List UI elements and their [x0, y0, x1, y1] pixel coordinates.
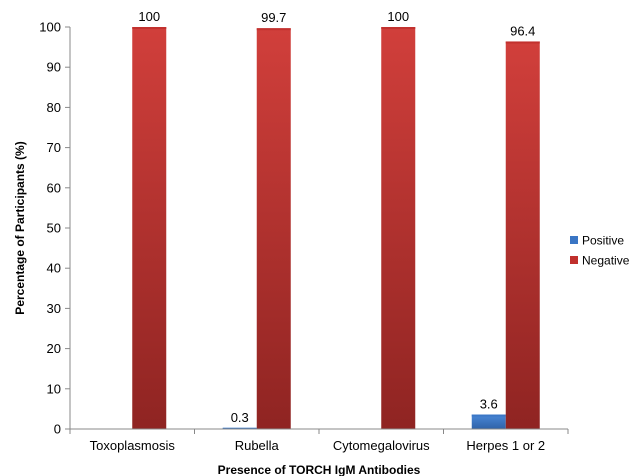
- y-tick-label: 50: [47, 221, 61, 236]
- y-tick-label: 70: [47, 140, 61, 155]
- y-tick-label: 0: [54, 422, 61, 437]
- bar-negative-0: [132, 27, 167, 429]
- x-axis-title: Presence of TORCH IgM Antibodies: [218, 463, 421, 476]
- bar-top-edge: [132, 27, 167, 29]
- legend-swatch-negative: [570, 256, 578, 264]
- y-tick-label: 100: [39, 20, 61, 35]
- bar-negative-1: [256, 28, 291, 430]
- x-tick-label: Herpes 1 or 2: [466, 438, 545, 453]
- bar-positive-3: [471, 414, 506, 429]
- bar-top-edge: [222, 427, 257, 429]
- data-label: 100: [387, 9, 409, 24]
- legend-label-negative: Negative: [582, 254, 630, 268]
- bar-top-edge: [505, 41, 540, 44]
- data-label: 0.3: [231, 410, 249, 425]
- y-axis-title: Percentage of Participants (%): [13, 141, 27, 314]
- y-tick-label: 10: [47, 381, 61, 396]
- bar-top-edge: [381, 27, 416, 29]
- data-label: 96.4: [510, 23, 535, 38]
- legend-swatch-positive: [570, 236, 578, 244]
- x-tick-label: Toxoplasmosis: [90, 438, 176, 453]
- data-label: 99.7: [261, 10, 286, 25]
- bar-negative-3: [505, 41, 540, 430]
- data-labels-group: 100 0.3 99.7 100 3.6 96.4: [138, 9, 535, 425]
- data-label: 3.6: [480, 397, 498, 412]
- legend-label-positive: Positive: [582, 234, 624, 248]
- bar-top-edge: [471, 414, 506, 417]
- x-axis: Toxoplasmosis Rubella Cytomegalovirus Herpe…: [69, 429, 569, 453]
- data-label: 100: [138, 9, 160, 24]
- y-axis: 0 10 20 30 40 50 60 70 80 90 100: [39, 20, 70, 437]
- y-tick-label: 20: [47, 341, 61, 356]
- y-tick-label: 60: [47, 180, 61, 195]
- y-tick-label: 80: [47, 100, 61, 115]
- y-tick-label: 40: [47, 261, 61, 276]
- bars-group: [132, 27, 540, 430]
- y-tick-label: 30: [47, 301, 61, 316]
- bar-negative-2: [381, 27, 416, 429]
- x-tick-label: Rubella: [235, 438, 280, 453]
- x-tick-label: Cytomegalovirus: [333, 438, 430, 453]
- legend: Positive Negative: [570, 234, 630, 268]
- bar-top-edge: [256, 28, 291, 31]
- y-tick-label: 90: [47, 60, 61, 75]
